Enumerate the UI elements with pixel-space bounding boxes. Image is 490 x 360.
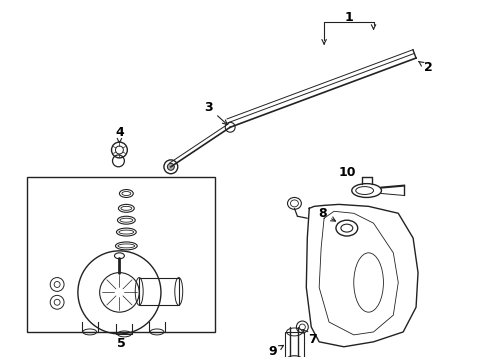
Text: 7: 7: [303, 330, 317, 346]
Text: 8: 8: [318, 207, 336, 221]
Text: 4: 4: [115, 126, 124, 143]
Text: 5: 5: [117, 337, 126, 350]
Text: 1: 1: [344, 11, 353, 24]
Circle shape: [168, 163, 174, 170]
Text: 3: 3: [204, 101, 227, 125]
Bar: [285, 332, 304, 360]
Text: 2: 2: [418, 61, 432, 75]
Bar: [27, 177, 215, 332]
Text: 9: 9: [269, 345, 284, 358]
Bar: [139, 278, 179, 305]
Text: 6: 6: [0, 359, 1, 360]
Text: 10: 10: [338, 166, 356, 179]
